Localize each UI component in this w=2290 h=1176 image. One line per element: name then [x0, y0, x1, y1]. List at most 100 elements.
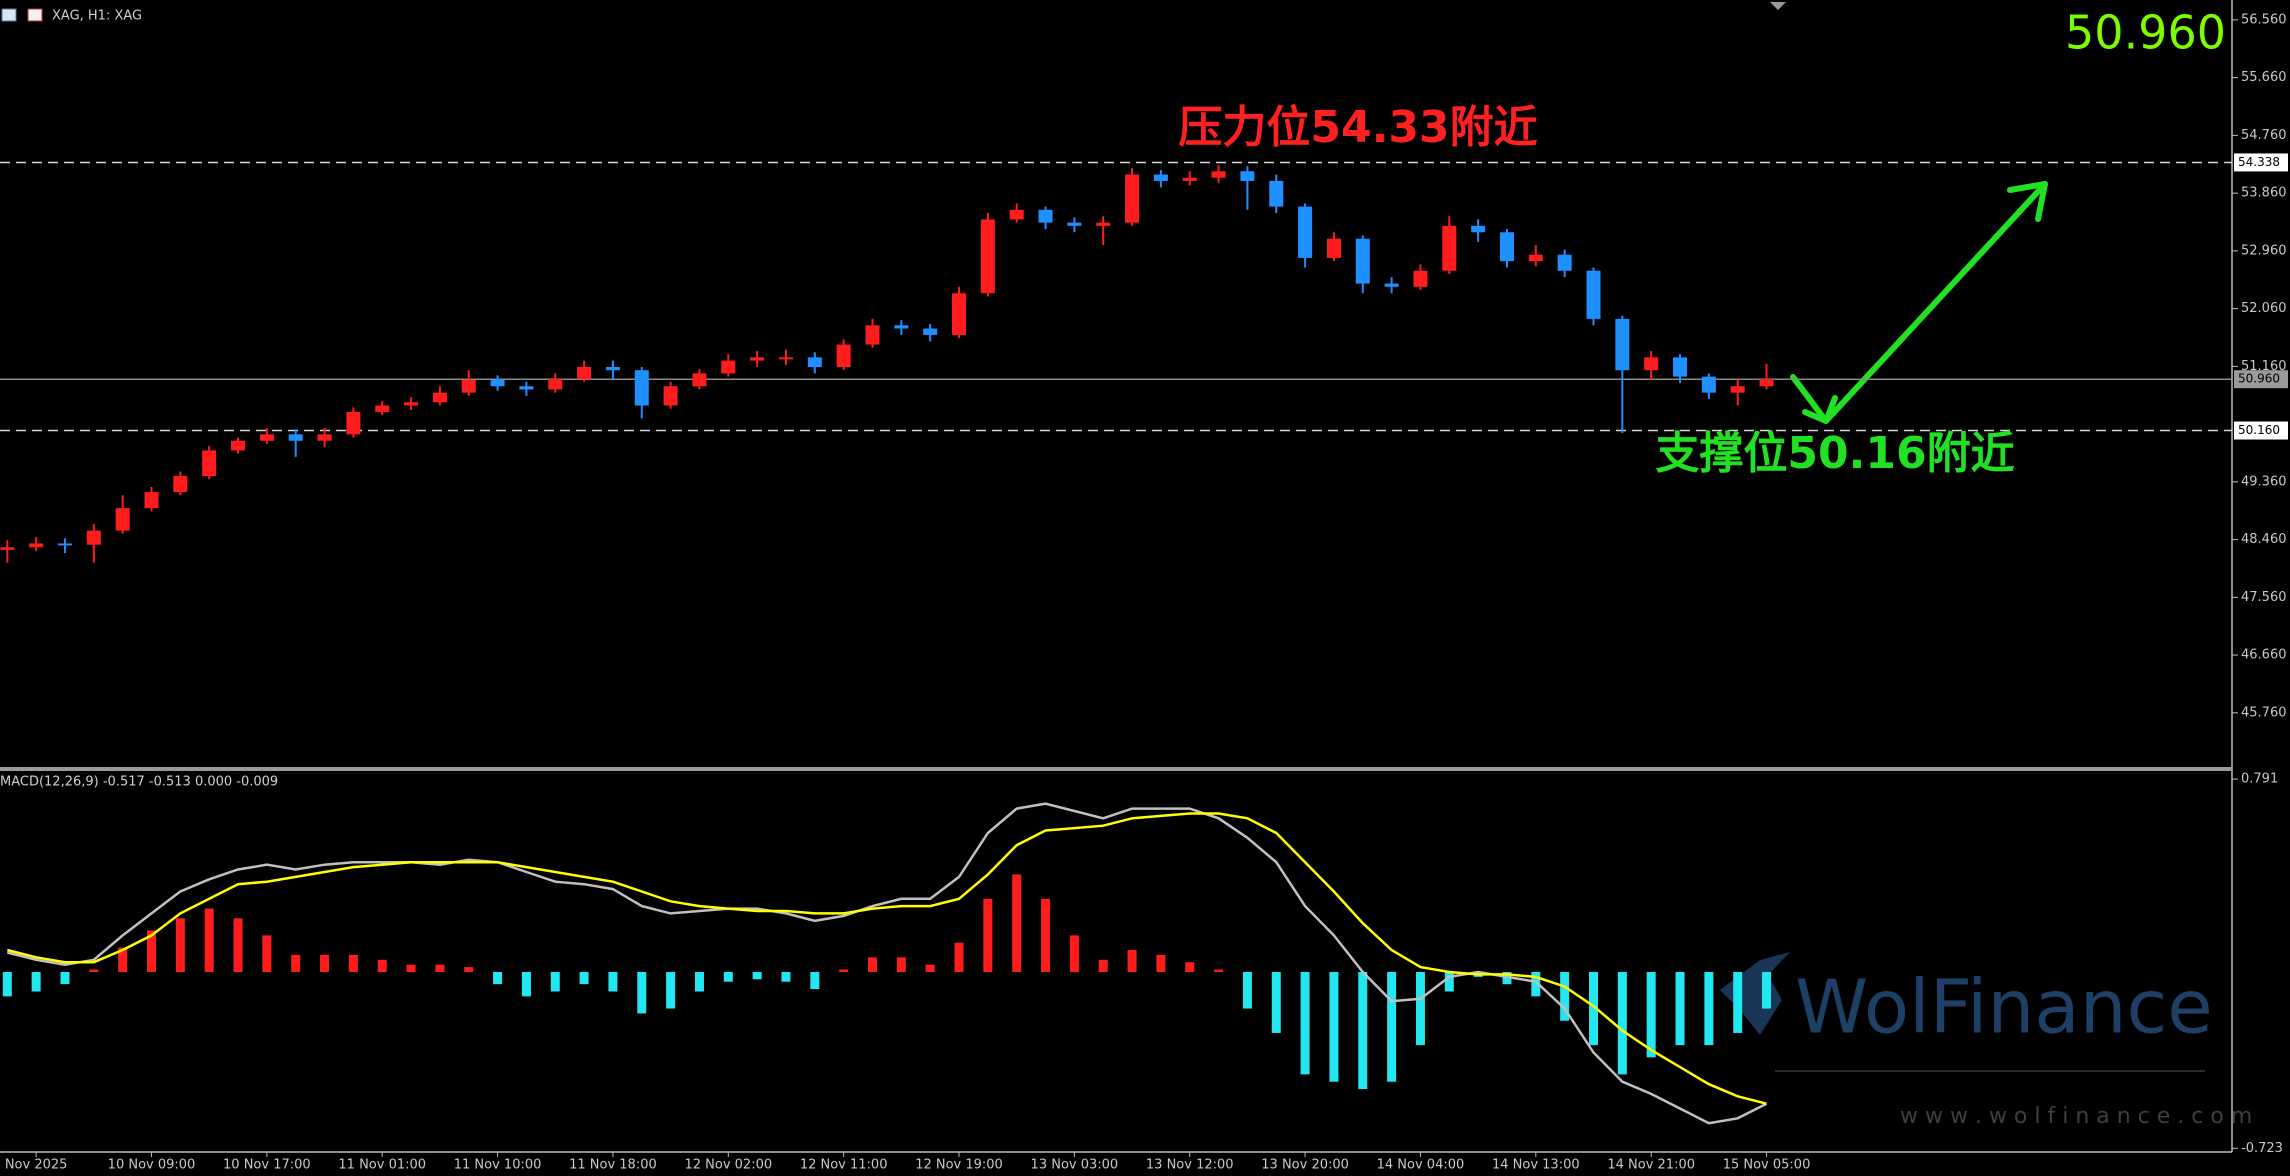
histogram-bar [868, 957, 877, 972]
indicator-title: MACD(12,26,9) -0.517 -0.513 0.000 -0.009 [0, 775, 278, 790]
y-tick-label: 47.560 [2241, 590, 2287, 605]
x-tick-label: 13 Nov 20:00 [1261, 1158, 1349, 1173]
indicator-line [6, 812, 1767, 1105]
candle-body [1413, 270, 1428, 287]
x-tick-label: 14 Nov 21:00 [1607, 1158, 1695, 1173]
candle-body [375, 405, 390, 412]
candle-body [1384, 283, 1399, 287]
level-label: 50.160 [2238, 423, 2280, 437]
candle-body [57, 543, 72, 546]
histogram-bar [2, 971, 12, 997]
candle-body [231, 440, 246, 451]
x-tick-label: 12 Nov 11:00 [800, 1158, 888, 1173]
histogram-bar [1156, 954, 1166, 972]
header-icons [1, 8, 43, 22]
candle-body [1615, 318, 1630, 371]
candle-body [1644, 357, 1659, 371]
candle-body [1240, 171, 1255, 181]
histogram-bar [810, 971, 820, 990]
candle-body [1269, 180, 1284, 207]
level-label-box [2234, 421, 2288, 440]
candle-body [952, 293, 967, 335]
icon [27, 8, 43, 22]
histogram-bar [666, 971, 676, 1009]
annotation: 压力位54.33附近 [1178, 102, 1537, 153]
candle-body [1211, 171, 1226, 178]
candle-body [288, 434, 303, 441]
candle-body [432, 392, 447, 403]
candle-body [519, 386, 534, 390]
histogram-bar [1675, 971, 1685, 1046]
candle-body [865, 325, 880, 345]
y-tick-label: 46.660 [2241, 648, 2287, 663]
y-tick-label: 51.160 [2241, 359, 2287, 374]
x-tick-label: 13 Nov 03:00 [1031, 1158, 1119, 1173]
candle-body [461, 379, 476, 393]
histogram-bar [1271, 971, 1281, 1033]
current-price: 50.960 [2065, 6, 2226, 60]
histogram-bar [118, 947, 128, 972]
candle-body [29, 543, 44, 548]
arrow-head [2007, 181, 2048, 222]
histogram-bar [1704, 971, 1714, 1046]
candle-body [202, 450, 217, 477]
candle-body [346, 411, 361, 435]
histogram-bar [291, 954, 301, 972]
candle-body [1182, 177, 1197, 181]
candle-body [807, 357, 822, 367]
histogram-bar [175, 918, 185, 972]
histogram-bar [1127, 950, 1137, 972]
histogram-bar [896, 957, 906, 972]
histogram-bar [1185, 962, 1195, 972]
x-tick-label: 14 Nov 13:00 [1492, 1158, 1580, 1173]
candle-body [404, 402, 419, 406]
candle-body [173, 476, 188, 493]
histogram-bar [31, 971, 41, 992]
histogram-bar [464, 967, 474, 972]
candle-body [1067, 222, 1082, 226]
histogram-bar [1762, 971, 1772, 1009]
candle-body [1730, 386, 1745, 393]
watermark-url: w w w . w o l f i n a n c e . c o m [1900, 1104, 2252, 1129]
histogram-bar [694, 971, 704, 992]
candle-body [1759, 379, 1774, 387]
level-label: 50.960 [2238, 372, 2280, 386]
histogram-bar [954, 942, 964, 972]
level-label-box [2234, 370, 2288, 389]
candle-body [1586, 270, 1601, 319]
candle-body [980, 219, 995, 294]
histogram-bar [377, 959, 387, 972]
histogram-bar [1069, 935, 1079, 972]
y-tick-label: 53.860 [2241, 186, 2287, 201]
candle-body [1442, 225, 1457, 271]
histogram-bar [1444, 971, 1454, 992]
candle-body [750, 357, 765, 361]
x-tick-label: 10 Nov 17:00 [223, 1158, 311, 1173]
symbol-label: XAG, H1: XAG [52, 9, 142, 24]
y-tick-label: 48.460 [2241, 532, 2287, 547]
annotation: 支撑位50.16附近 [1655, 428, 2014, 479]
histogram-bar [1041, 898, 1051, 972]
candle-body [1471, 225, 1486, 233]
histogram-bar [1098, 959, 1108, 972]
histogram-bar [1214, 969, 1224, 972]
forecast-arrow [1790, 181, 2048, 424]
y-tick-label: 55.660 [2241, 70, 2287, 85]
histogram-bar [1589, 971, 1598, 1046]
icon [1, 8, 17, 22]
histogram-bar [781, 971, 791, 982]
scroll-marker [1770, 2, 1786, 10]
histogram-bar [521, 971, 531, 997]
candle-body [1557, 254, 1572, 271]
candle-body [1355, 238, 1370, 284]
x-tick-label: 14 Nov 04:00 [1377, 1158, 1465, 1173]
histogram-bar [348, 954, 358, 972]
candle-body [1499, 232, 1514, 262]
histogram-bar [1242, 971, 1252, 1009]
histogram-bar [1387, 971, 1397, 1082]
x-tick-label: 12 Nov 19:00 [915, 1158, 1003, 1173]
histogram-bar [1531, 971, 1541, 997]
histogram-bar [233, 918, 243, 972]
